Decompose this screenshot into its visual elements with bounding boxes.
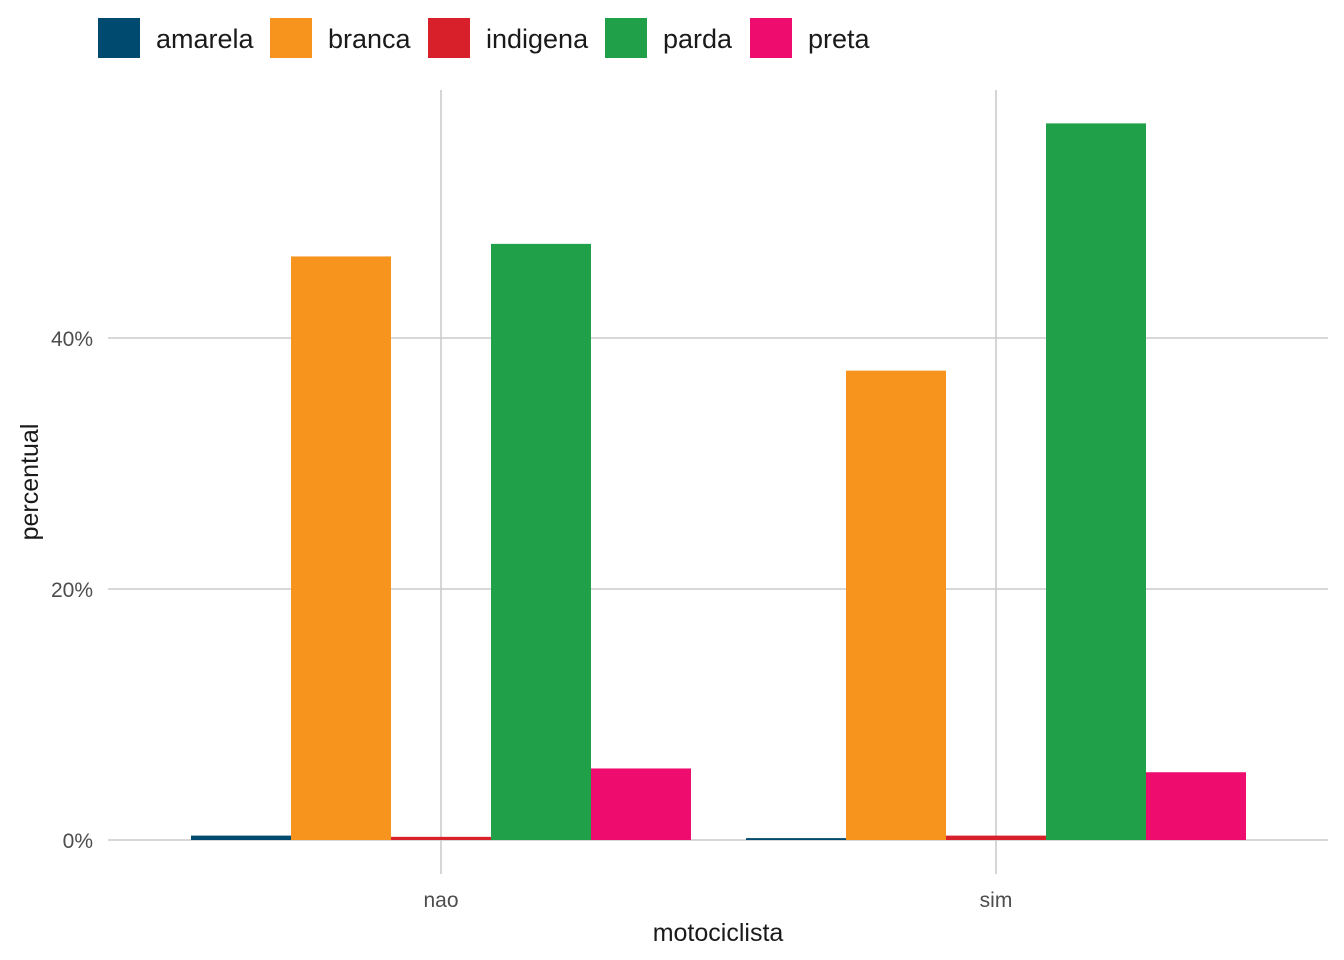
y-axis-title: percentual: [16, 424, 44, 541]
y-tick-label: 40%: [51, 328, 93, 351]
bar-branca-sim: [846, 370, 946, 840]
legend-label: parda: [663, 24, 733, 54]
x-axis-ticks: nao sim: [423, 889, 1012, 912]
legend-item-indigena: indigena: [428, 18, 589, 58]
legend-label: indigena: [486, 24, 589, 54]
legend-item-branca: branca: [270, 18, 412, 58]
bar-preta-sim: [1146, 772, 1246, 840]
bar-amarela-sim: [746, 838, 846, 840]
x-axis-title: motociclista: [653, 919, 784, 947]
x-tick-label: nao: [423, 889, 458, 912]
legend-swatch: [270, 18, 312, 58]
legend-swatch: [98, 18, 140, 58]
legend-item-amarela: amarela: [98, 18, 255, 58]
legend-item-preta: preta: [750, 18, 871, 58]
legend-label: amarela: [156, 24, 255, 54]
bars: [191, 123, 1246, 840]
legend-label: branca: [328, 24, 412, 54]
legend-label: preta: [808, 24, 871, 54]
bar-preta-nao: [591, 768, 691, 840]
bar-indigena-nao: [391, 836, 491, 840]
bar-parda-nao: [491, 243, 591, 840]
bar-parda-sim: [1046, 123, 1146, 840]
legend-swatch: [750, 18, 792, 58]
bar-indigena-sim: [946, 835, 1046, 840]
legend-item-parda: parda: [605, 18, 733, 58]
bar-amarela-nao: [191, 835, 291, 840]
bar-branca-nao: [291, 256, 391, 840]
legend-swatch: [605, 18, 647, 58]
legend-swatch: [428, 18, 470, 58]
y-tick-label: 20%: [51, 579, 93, 602]
legend: amarela branca indigena parda preta: [98, 18, 871, 58]
y-tick-label: 0%: [63, 830, 93, 853]
x-tick-label: sim: [980, 889, 1013, 912]
y-axis-ticks: 0% 20% 40%: [51, 328, 93, 853]
